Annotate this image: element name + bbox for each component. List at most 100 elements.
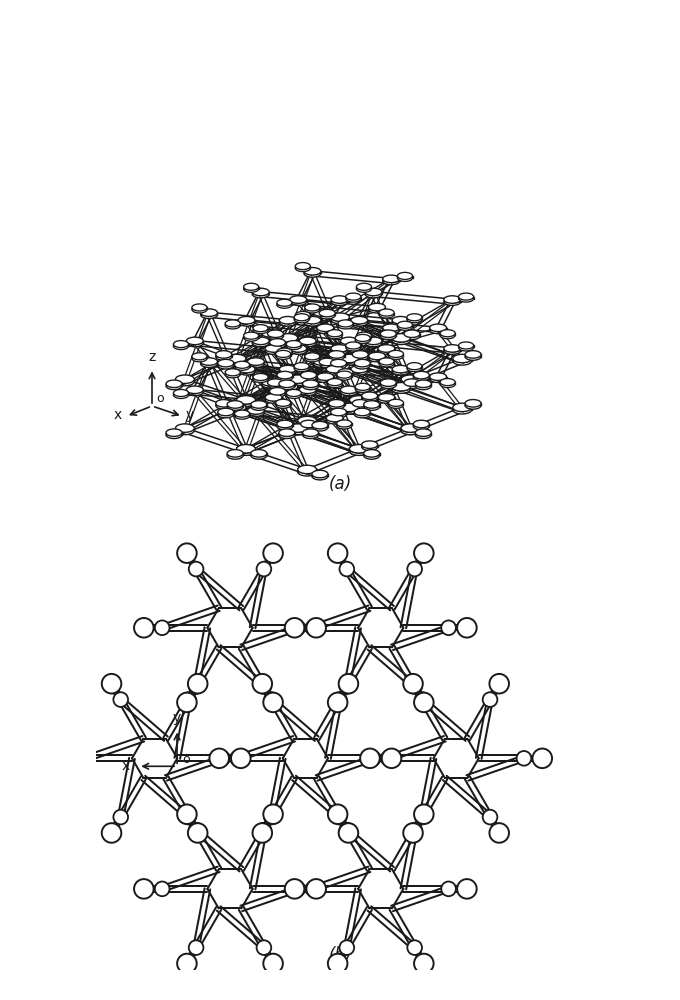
Ellipse shape: [340, 403, 359, 412]
Ellipse shape: [392, 319, 409, 326]
Circle shape: [189, 679, 203, 694]
Ellipse shape: [458, 342, 474, 349]
Ellipse shape: [248, 360, 265, 367]
Circle shape: [457, 879, 477, 899]
Ellipse shape: [407, 365, 422, 372]
Ellipse shape: [295, 313, 310, 320]
Ellipse shape: [401, 375, 420, 383]
Ellipse shape: [279, 385, 298, 393]
Ellipse shape: [227, 401, 243, 408]
Ellipse shape: [279, 336, 298, 344]
Ellipse shape: [243, 334, 258, 341]
Ellipse shape: [173, 389, 188, 396]
Ellipse shape: [337, 422, 352, 429]
Ellipse shape: [294, 365, 309, 372]
Ellipse shape: [465, 400, 481, 407]
Ellipse shape: [383, 326, 400, 334]
Ellipse shape: [279, 336, 298, 344]
Ellipse shape: [286, 343, 301, 350]
Ellipse shape: [288, 375, 307, 383]
Ellipse shape: [440, 332, 455, 339]
Ellipse shape: [380, 379, 396, 386]
Ellipse shape: [356, 283, 371, 290]
Circle shape: [339, 940, 354, 955]
Circle shape: [114, 692, 128, 707]
Ellipse shape: [392, 336, 411, 344]
Circle shape: [490, 674, 509, 693]
Ellipse shape: [355, 334, 370, 341]
Ellipse shape: [290, 345, 307, 352]
Ellipse shape: [218, 359, 234, 367]
Ellipse shape: [365, 288, 382, 296]
Ellipse shape: [319, 360, 335, 368]
Ellipse shape: [341, 388, 358, 396]
Ellipse shape: [340, 403, 359, 412]
Circle shape: [177, 954, 197, 973]
Circle shape: [328, 954, 347, 973]
Ellipse shape: [248, 407, 265, 414]
Circle shape: [415, 810, 430, 824]
Ellipse shape: [279, 334, 298, 342]
Circle shape: [134, 618, 154, 638]
Ellipse shape: [388, 401, 403, 408]
Ellipse shape: [186, 337, 203, 345]
Circle shape: [155, 882, 169, 896]
Ellipse shape: [288, 426, 307, 435]
Ellipse shape: [444, 345, 461, 352]
Ellipse shape: [288, 375, 307, 383]
Ellipse shape: [251, 401, 267, 408]
Ellipse shape: [317, 375, 334, 383]
Ellipse shape: [279, 367, 296, 375]
Ellipse shape: [355, 336, 370, 343]
Ellipse shape: [288, 426, 307, 435]
Text: o: o: [156, 392, 165, 405]
Circle shape: [264, 692, 279, 707]
Ellipse shape: [301, 420, 317, 428]
Ellipse shape: [279, 365, 296, 373]
Ellipse shape: [265, 345, 282, 352]
Ellipse shape: [407, 314, 422, 321]
Ellipse shape: [201, 311, 218, 319]
Ellipse shape: [279, 382, 295, 390]
Ellipse shape: [277, 301, 292, 308]
Ellipse shape: [262, 378, 279, 386]
Ellipse shape: [298, 419, 316, 427]
Ellipse shape: [338, 320, 353, 327]
Ellipse shape: [388, 352, 403, 359]
Ellipse shape: [350, 447, 368, 455]
Ellipse shape: [304, 270, 321, 277]
Circle shape: [403, 823, 423, 843]
Ellipse shape: [251, 452, 267, 459]
Ellipse shape: [398, 272, 413, 279]
Ellipse shape: [267, 332, 284, 340]
Ellipse shape: [351, 319, 368, 326]
Ellipse shape: [351, 316, 368, 324]
Circle shape: [339, 823, 358, 843]
Circle shape: [305, 620, 320, 635]
Ellipse shape: [227, 406, 246, 414]
Ellipse shape: [304, 316, 321, 324]
Circle shape: [285, 879, 305, 899]
Ellipse shape: [279, 380, 295, 388]
Ellipse shape: [328, 402, 345, 409]
Ellipse shape: [277, 420, 293, 428]
Ellipse shape: [237, 396, 256, 404]
Ellipse shape: [350, 396, 368, 404]
Ellipse shape: [227, 354, 246, 363]
Ellipse shape: [279, 382, 298, 391]
Circle shape: [231, 749, 250, 768]
Ellipse shape: [326, 414, 343, 422]
Ellipse shape: [340, 354, 359, 363]
Ellipse shape: [279, 431, 295, 439]
Ellipse shape: [279, 316, 296, 324]
Ellipse shape: [331, 345, 348, 352]
Ellipse shape: [252, 337, 269, 345]
Ellipse shape: [301, 422, 317, 430]
Ellipse shape: [294, 316, 309, 323]
Ellipse shape: [326, 416, 343, 424]
Ellipse shape: [365, 339, 382, 347]
Ellipse shape: [364, 401, 379, 408]
Ellipse shape: [227, 403, 246, 412]
Ellipse shape: [338, 369, 353, 376]
Ellipse shape: [237, 445, 256, 453]
